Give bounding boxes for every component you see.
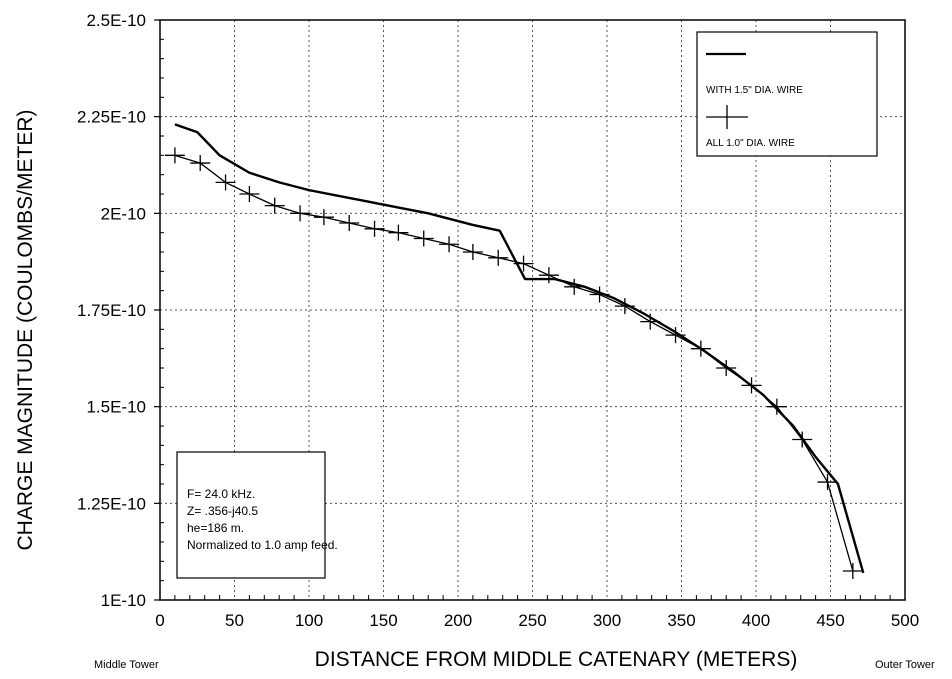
x-tick-label: 250 bbox=[518, 611, 546, 630]
x-tick-label: 400 bbox=[742, 611, 770, 630]
series-line-thin-wire bbox=[174, 154, 854, 572]
data-point-thin-wire bbox=[690, 340, 711, 357]
data-point-thin-wire bbox=[215, 174, 236, 191]
annotation-frequency: F= 24.0 kHz. bbox=[187, 487, 255, 501]
y-tick-label: 2.25E-10 bbox=[77, 108, 146, 127]
x-tick-labels: 0 50 100 150 200 250 300 350 400 450 500 bbox=[155, 611, 919, 630]
y-tick-labels: 1E-10 1.25E-10 1.5E-10 1.75E-10 2E-10 2.25E-1… bbox=[77, 11, 146, 610]
x-tick-label: 350 bbox=[667, 611, 695, 630]
annotation-box bbox=[176, 451, 326, 579]
x-tick-label: 50 bbox=[225, 611, 244, 630]
x-axis-title: DISTANCE FROM MIDDLE CATENARY (METERS) bbox=[315, 648, 798, 671]
x-tick-label: 200 bbox=[444, 611, 472, 630]
data-point-thin-wire bbox=[290, 205, 311, 222]
data-point-thin-wire bbox=[190, 155, 211, 172]
data-point-thin-wire bbox=[564, 278, 585, 295]
x-right-note: Outer Tower bbox=[875, 659, 935, 671]
data-point-thin-wire bbox=[665, 327, 686, 344]
annotation-normalization: Normalized to 1.0 amp feed. bbox=[187, 538, 338, 552]
x-tick-label: 300 bbox=[593, 611, 621, 630]
data-point-thin-wire bbox=[792, 431, 813, 448]
y-tick-label: 1E-10 bbox=[101, 591, 146, 610]
legend: WITH 1.5" DIA. WIRE ALL 1.0" DIA. WIRE bbox=[696, 31, 878, 157]
legend-box bbox=[696, 31, 878, 157]
data-point-thin-wire bbox=[313, 209, 334, 226]
x-tick-label: 500 bbox=[891, 611, 919, 630]
data-point-thin-wire bbox=[640, 313, 661, 330]
annotation-impedance: Z= .356-j40.5 bbox=[187, 504, 258, 518]
data-point-thin-wire bbox=[513, 255, 534, 272]
data-point-thin-wire bbox=[413, 230, 434, 247]
data-point-thin-wire bbox=[766, 398, 787, 415]
x-tick-label: 450 bbox=[816, 611, 844, 630]
data-point-thin-wire bbox=[842, 563, 863, 579]
parameter-annotation: F= 24.0 kHz. Z= .356-j40.5 he=186 m. Nor… bbox=[176, 451, 338, 579]
data-point-thin-wire bbox=[388, 224, 409, 241]
data-point-thin-wire bbox=[716, 360, 737, 376]
data-point-thin-wire bbox=[264, 197, 285, 214]
legend-label-thin-wire: ALL 1.0" DIA. WIRE bbox=[706, 138, 795, 149]
data-point-thin-wire bbox=[538, 267, 559, 284]
data-point-thin-wire bbox=[239, 186, 260, 202]
y-tick-label: 1.5E-10 bbox=[86, 398, 146, 417]
y-tick-label: 1.25E-10 bbox=[77, 494, 146, 513]
data-point-thin-wire bbox=[589, 286, 610, 303]
data-point-thin-wire bbox=[817, 474, 838, 491]
data-point-thin-wire bbox=[439, 236, 460, 253]
data-point-thin-wire bbox=[614, 298, 635, 315]
y-tick-label: 1.75E-10 bbox=[77, 301, 146, 320]
data-point-thin-wire bbox=[462, 244, 483, 260]
y-axis-title: CHARGE MAGNITUDE (COULOMBS/METER) bbox=[14, 109, 37, 550]
x-tick-label: 0 bbox=[155, 611, 164, 630]
axis-ticks bbox=[154, 19, 891, 601]
x-left-note: Middle Tower bbox=[94, 659, 159, 671]
annotation-height: he=186 m. bbox=[187, 521, 244, 535]
series bbox=[164, 123, 865, 579]
x-tick-label: 150 bbox=[369, 611, 397, 630]
legend-label-wide-wire: WITH 1.5" DIA. WIRE bbox=[706, 85, 803, 96]
data-point-thin-wire bbox=[364, 220, 385, 237]
data-point-thin-wire bbox=[164, 147, 185, 164]
y-tick-label: 2.5E-10 bbox=[86, 11, 146, 30]
data-point-thin-wire bbox=[339, 215, 360, 231]
y-tick-label: 2E-10 bbox=[101, 204, 146, 223]
x-tick-label: 100 bbox=[295, 611, 323, 630]
data-point-thin-wire bbox=[741, 377, 762, 394]
data-point-thin-wire bbox=[488, 249, 509, 266]
